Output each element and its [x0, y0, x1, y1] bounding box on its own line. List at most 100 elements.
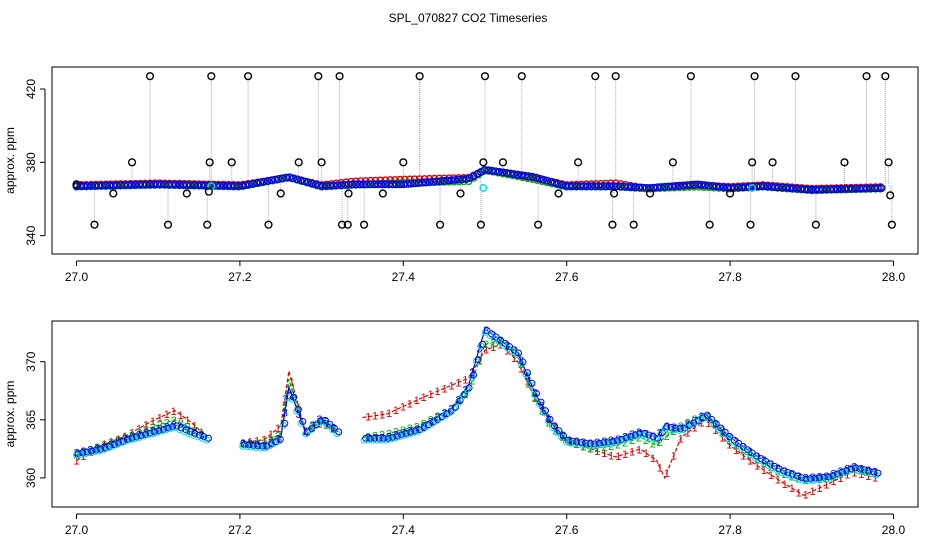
series-marker-blue: 3	[768, 459, 774, 471]
data-point-blue	[815, 185, 824, 194]
data-point-blue	[245, 180, 254, 189]
data-point-blue	[727, 184, 735, 192]
series-marker-blue: 3	[823, 471, 829, 483]
data-point-blue	[848, 184, 857, 193]
data-point-blue	[352, 180, 360, 189]
series-marker-green: 2	[282, 401, 288, 413]
data-point-cyan	[535, 400, 543, 408]
series-marker-blue: 3	[365, 432, 371, 444]
data-point-blue	[660, 182, 669, 191]
data-point-black	[554, 189, 563, 198]
data-point-blue	[402, 429, 410, 437]
data-point-cyan	[333, 430, 341, 438]
series-marker-blue: 3	[560, 430, 566, 442]
series-marker-green: 2	[532, 393, 538, 405]
data-point-cyan	[108, 442, 116, 450]
data-point-blue	[454, 175, 463, 184]
series-marker-green: 2	[483, 339, 489, 351]
series-marker-green: 2	[636, 433, 642, 445]
data-point-blue	[204, 434, 212, 442]
data-point-cyan	[99, 446, 107, 454]
data-point-blue	[715, 182, 724, 191]
data-point-blue	[299, 418, 307, 426]
series-marker-green: 2	[296, 406, 302, 418]
series-marker-blue: 3	[407, 426, 413, 438]
data-point-cyan	[589, 442, 597, 450]
data-point-blue	[855, 184, 864, 193]
series-marker-red: 1	[421, 392, 427, 404]
data-point-blue	[149, 180, 158, 189]
data-point-cyan	[324, 422, 332, 430]
data-point-blue	[521, 171, 529, 180]
data-point-blue	[697, 180, 706, 189]
data-point-cyan	[77, 450, 85, 458]
data-point-blue	[587, 182, 596, 191]
data-point-black	[335, 72, 344, 81]
data-point-blue	[398, 431, 406, 439]
data-point-blue	[146, 180, 154, 189]
series-marker-red: 1	[303, 426, 309, 438]
data-point-blue	[151, 428, 159, 436]
data-point-black	[435, 220, 445, 229]
series-marker-blue: 3	[393, 430, 399, 442]
x-tick-label: 27.8	[718, 270, 742, 284]
data-point-blue	[133, 433, 141, 441]
series-marker-red: 1	[435, 386, 441, 398]
series-marker-red: 1	[178, 410, 184, 422]
data-point-cyan	[95, 447, 103, 455]
data-point-blue	[109, 181, 118, 190]
data-point-black	[456, 189, 465, 198]
y-tick-label: 370	[24, 351, 38, 371]
series-marker-red: 1	[816, 483, 822, 495]
x-tick-label: 27.6	[555, 523, 579, 537]
data-point-blue	[532, 173, 540, 182]
x-tick-label: 28.0	[882, 523, 906, 537]
series-marker-blue: 3	[476, 344, 482, 356]
data-point-black	[163, 220, 173, 229]
data-point-blue	[389, 433, 397, 441]
series-marker-red: 1	[865, 471, 871, 483]
data-point-cyan	[585, 442, 593, 450]
data-point-blue	[230, 182, 239, 190]
data-point-cyan	[396, 432, 404, 440]
data-point-blue	[480, 165, 489, 174]
data-point-cyan	[748, 184, 757, 192]
data-point-cyan	[827, 473, 835, 481]
data-point-blue	[541, 407, 549, 415]
data-point-blue	[355, 180, 364, 189]
series-marker-green: 2	[601, 442, 607, 454]
data-point-black	[359, 220, 369, 229]
data-point-blue	[83, 182, 92, 190]
data-point-blue	[664, 182, 673, 191]
series-marker-blue: 3	[573, 436, 579, 448]
data-point-cyan	[365, 436, 373, 444]
series-marker-red: 1	[150, 416, 156, 428]
plot-area	[72, 72, 896, 229]
series-marker-red: 1	[525, 378, 531, 390]
series-marker-green: 2	[157, 420, 163, 432]
series-marker-blue: 3	[240, 438, 246, 450]
data-point-cyan	[621, 435, 629, 443]
data-point-cyan	[630, 433, 638, 441]
data-point-blue	[618, 435, 626, 443]
data-point-cyan	[86, 449, 94, 457]
data-point-blue	[703, 411, 711, 419]
data-point-cyan	[553, 428, 561, 436]
data-point-cyan	[544, 417, 552, 425]
series-marker-blue: 3	[664, 421, 670, 433]
data-point-blue	[627, 432, 635, 440]
data-point-blue	[470, 371, 478, 379]
data-point-black	[705, 220, 714, 229]
series-marker-red: 1	[851, 468, 857, 480]
series-marker-red: 1	[289, 377, 295, 389]
data-point-blue	[843, 466, 851, 474]
data-point-blue	[278, 174, 287, 183]
series-marker-green: 2	[504, 341, 510, 353]
panel-top: 27.0 27.2 27.4 27.6 27.8 28.0 340 380 420 approx.…	[3, 66, 919, 284]
series-marker-red: 1	[386, 408, 392, 420]
data-point-black	[608, 220, 617, 229]
data-point-black	[811, 220, 820, 229]
data-point-blue	[635, 183, 643, 192]
data-point-blue	[212, 181, 221, 190]
